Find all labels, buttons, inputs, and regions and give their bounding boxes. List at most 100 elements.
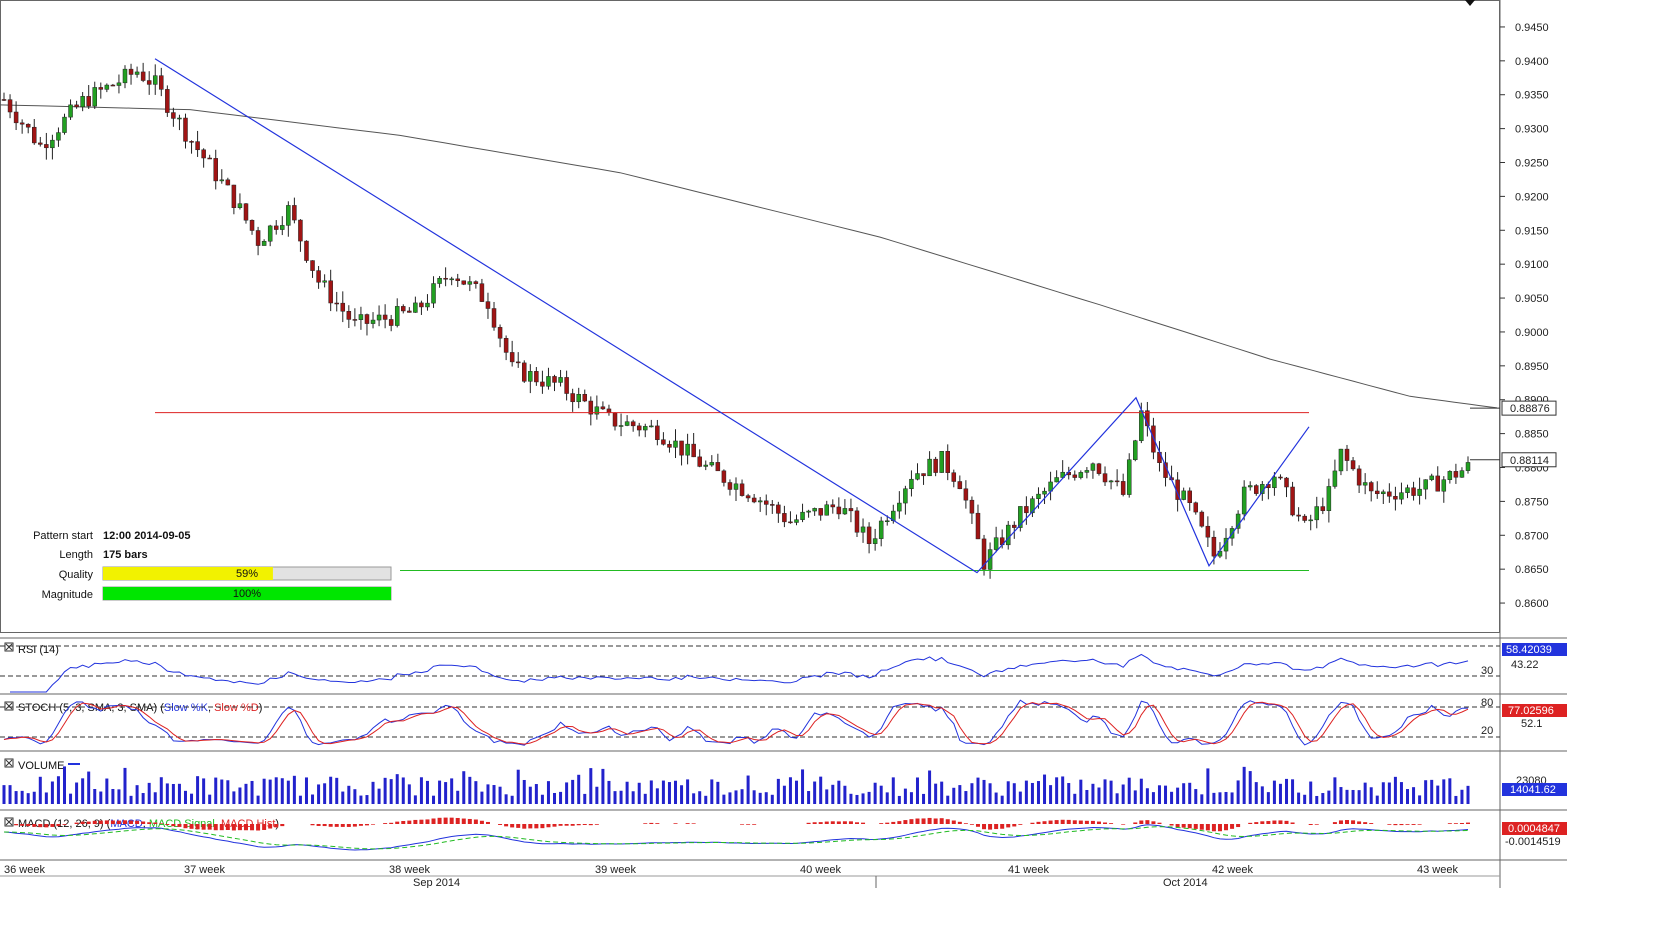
macd-hist-bar <box>395 821 400 824</box>
macd-hist-bar <box>546 824 551 828</box>
macd-hist-bar <box>1369 823 1374 824</box>
candle <box>975 504 981 540</box>
macd-hist-bar <box>328 824 333 827</box>
volume-bar <box>153 792 157 804</box>
volume-bar <box>595 786 599 804</box>
volume-bar <box>1139 778 1143 804</box>
candle <box>1284 477 1289 498</box>
volume-bar <box>1424 780 1428 804</box>
macd-hist-bar <box>467 818 472 824</box>
macd-hist-bar <box>909 819 914 824</box>
volume-bar <box>1260 786 1264 804</box>
macd-hist-bar <box>256 824 261 831</box>
macd-hist-bar <box>740 824 745 825</box>
volume-bar <box>607 780 611 804</box>
volume-bar <box>1012 783 1016 804</box>
volume-bar <box>44 792 48 804</box>
candle <box>249 219 255 235</box>
candle <box>1254 484 1259 496</box>
macd-hist-bar <box>1096 821 1101 824</box>
candle <box>534 367 539 386</box>
candle <box>1368 480 1374 502</box>
candle <box>1314 496 1320 529</box>
candle <box>503 335 509 361</box>
candle <box>286 201 291 237</box>
volume-bar <box>710 779 714 804</box>
volume-bar <box>553 792 557 804</box>
volume-bar <box>958 785 962 804</box>
macd-hist-bar <box>449 817 454 824</box>
macd-hist-bar <box>921 818 926 824</box>
current-price-box <box>1501 452 1557 468</box>
candle <box>322 274 327 288</box>
volume-bar <box>1127 777 1131 804</box>
volume-bar <box>716 781 720 804</box>
volume-bar <box>456 790 460 804</box>
macd-hist-bar <box>903 820 908 824</box>
volume-bar <box>782 785 786 804</box>
volume-bar <box>631 791 635 804</box>
candle <box>1362 473 1368 495</box>
candle <box>352 308 358 327</box>
candle <box>116 74 122 94</box>
candle <box>673 429 678 459</box>
macd-hist-bar <box>171 824 176 827</box>
macd-hist-bar <box>80 821 85 824</box>
candle <box>292 197 297 224</box>
candle <box>945 444 950 481</box>
macd-hist-bar <box>1459 822 1464 824</box>
volume-bar <box>1030 782 1034 804</box>
volume-bar <box>2 785 6 804</box>
volume-bar <box>1442 779 1446 804</box>
ma-value-box <box>1501 400 1557 416</box>
macd-hist-bar <box>1103 822 1108 824</box>
stoch-close-icon[interactable] <box>4 701 14 711</box>
volume-bar <box>934 783 938 804</box>
macd-hist-bar <box>1260 821 1265 824</box>
candle <box>346 305 352 328</box>
macd-hist-bar <box>62 824 67 825</box>
candle <box>709 455 715 467</box>
macd-hist-bar <box>473 819 478 824</box>
macd-hist-bar <box>982 824 987 830</box>
macd-hist-bar <box>437 817 442 824</box>
price-tick-label: 0.9400 <box>1515 56 1549 68</box>
volume-bar <box>661 780 665 804</box>
stoch-value: 77.02596 <box>1508 705 1554 717</box>
macd-hist-bar <box>1169 824 1174 826</box>
volume-bar <box>1145 788 1149 804</box>
candle <box>364 313 370 336</box>
volume-close-icon[interactable] <box>4 758 14 768</box>
x-label-40: 40 week <box>800 864 841 876</box>
macd-hist-bar <box>1351 820 1356 824</box>
volume-bar <box>946 795 950 804</box>
volume-bar <box>389 779 393 804</box>
candle <box>1272 472 1277 496</box>
volume-bar <box>93 789 97 804</box>
macd-hist-bar <box>38 824 43 828</box>
macd-hist-bar <box>32 824 37 827</box>
macd-hist-bar <box>836 821 841 824</box>
candle <box>1296 507 1301 522</box>
price-tick-label: 0.9450 <box>1515 22 1549 34</box>
volume-bar <box>680 785 684 804</box>
candle <box>751 493 757 504</box>
volume-bar <box>1133 790 1137 804</box>
scroll-marker-icon[interactable] <box>1465 0 1475 6</box>
pattern-line <box>154 58 1310 574</box>
candle <box>419 300 424 315</box>
macd-hist-bar <box>1453 823 1458 824</box>
macd-hist-bar <box>1133 822 1138 824</box>
month-label-oct: Oct 2014 <box>1163 877 1208 888</box>
macd-close-icon[interactable] <box>4 817 14 827</box>
macd-hist-bar <box>1078 820 1083 824</box>
candle <box>237 193 243 210</box>
macd-hist-bar <box>1048 820 1053 824</box>
volume-bars <box>2 766 1470 804</box>
volume-bar <box>952 787 956 804</box>
rsi-close-icon[interactable] <box>4 642 14 652</box>
candle <box>267 224 273 247</box>
candle <box>1199 510 1205 528</box>
candle <box>467 276 473 292</box>
macd-hist-bar <box>1272 820 1277 824</box>
